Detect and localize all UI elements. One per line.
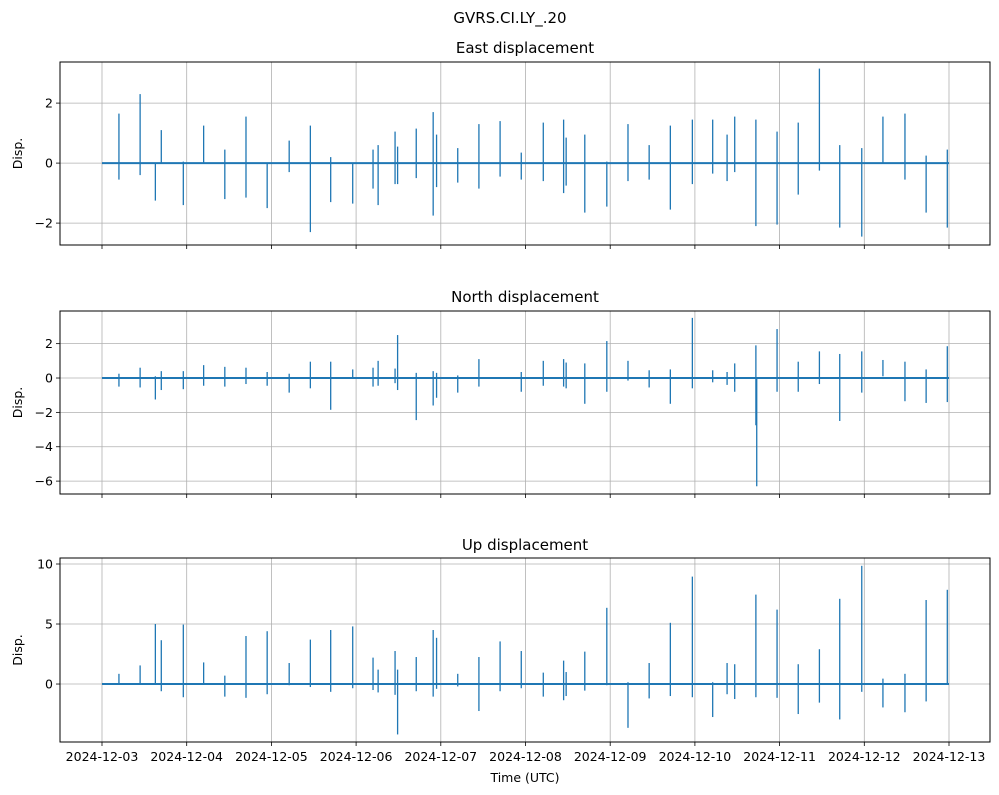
y-tick-label: 0 (45, 156, 53, 171)
axes-frame (59, 310, 991, 495)
figure-suptitle: GVRS.CI.LY_.20 (453, 9, 566, 28)
y-tick-label: 2 (45, 96, 53, 111)
y-tick-label: −4 (35, 439, 53, 454)
panel-title-east: East displacement (456, 39, 594, 57)
ylabel-north: Disp. (10, 387, 25, 419)
x-tick-label: 2024-12-08 (489, 749, 562, 764)
x-tick-label: 2024-12-07 (404, 749, 477, 764)
y-tick-label: 5 (45, 617, 53, 632)
y-tick-label: 0 (45, 371, 53, 386)
x-tick-label: 2024-12-12 (828, 749, 901, 764)
axes-frame (59, 557, 991, 743)
panel-east: East displacement Disp. −2 0 2 (10, 39, 991, 249)
y-tick-label: 2 (45, 336, 53, 351)
x-tick-label: 2024-12-05 (235, 749, 308, 764)
ylabel-up: Disp. (10, 634, 25, 666)
x-tick-label: 2024-12-06 (320, 749, 393, 764)
ylabel-east: Disp. (10, 138, 25, 170)
y-tick-label: 0 (45, 677, 53, 692)
panel-title-up: Up displacement (462, 536, 588, 554)
y-tick-label: −2 (35, 405, 53, 420)
panel-title-north: North displacement (451, 288, 599, 306)
xlabel: Time (UTC) (489, 770, 559, 785)
y-tick-label: 10 (37, 557, 53, 572)
x-tick-label: 2024-12-03 (66, 749, 139, 764)
y-tick-label: −6 (35, 474, 53, 489)
y-tick-label: −2 (35, 216, 53, 231)
x-tick-label: 2024-12-10 (659, 749, 732, 764)
panel-north: North displacement Disp. −6 −4 −2 0 2 (10, 288, 991, 498)
axes-frame (59, 61, 991, 246)
x-tick-label: 2024-12-09 (574, 749, 647, 764)
x-tick-label: 2024-12-13 (913, 749, 986, 764)
x-tick-label: 2024-12-11 (743, 749, 816, 764)
panel-up: Up displacement Disp. 2024-12-03 2024-12-… (10, 536, 991, 764)
x-tick-label: 2024-12-04 (150, 749, 223, 764)
